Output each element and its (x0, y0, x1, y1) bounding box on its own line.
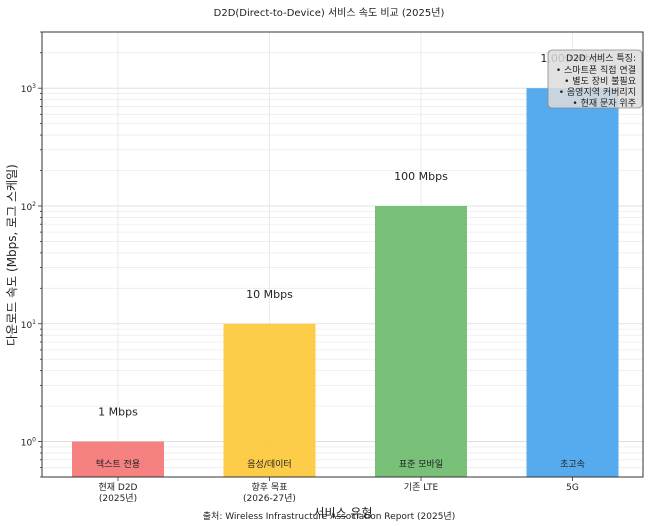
chart-title: D2D(Direct-to-Device) 서비스 속도 비교 (2025년) (214, 7, 445, 19)
axis-ticks: 100 101 102 103 현재 D2D(2025년) 향후 목표(2026-27년)… (21, 31, 579, 504)
bar-label: 텍스트 전용 (96, 459, 140, 470)
x-tick-label: (2025년) (99, 493, 137, 504)
value-label: 100 Mbps (394, 170, 448, 183)
y-tick-label: 100 (21, 437, 36, 449)
bar-label: 표준 모바일 (399, 459, 443, 470)
legend-item: • 음영지역 커버리지 (559, 87, 636, 98)
plot-frame (41, 31, 644, 478)
legend-item: • 별도 장비 불필요 (564, 75, 636, 87)
x-tick-label: (2026-27년) (243, 493, 296, 504)
bar (375, 205, 467, 477)
bar-label: 음성/데이터 (247, 459, 291, 470)
x-tick-label: 5G (566, 483, 579, 493)
x-axis-label: 서비스 유형 (313, 506, 372, 520)
value-label: 10 Mbps (246, 288, 293, 301)
source-note: 출처: Wireless Infrastructure Association … (203, 510, 455, 522)
legend-box: D2D 서비스 특징: • 스마트폰 직접 연결 • 별도 장비 불필요 • 음… (547, 49, 643, 109)
x-tick-label: 기존 LTE (404, 482, 439, 493)
x-tick-label: 현재 D2D (98, 482, 137, 493)
x-tick-label: 향후 목표 (252, 481, 288, 493)
y-axis-label: 다운로드 속도 (Mbps, 로그 스케일) (5, 164, 19, 346)
legend-item: • 스마트폰 직접 연결 (556, 64, 636, 76)
y-tick-label: 101 (21, 319, 36, 331)
bar (72, 441, 164, 477)
bar (223, 323, 316, 477)
value-label: 1 Mbps (98, 406, 138, 419)
bar (526, 88, 619, 477)
legend-item: • 현재 문자 위주 (572, 98, 636, 109)
bars (72, 88, 619, 477)
bar-label: 초고속 (560, 459, 585, 470)
y-tick-label: 103 (21, 83, 36, 95)
legend-title: D2D 서비스 특징: (566, 53, 636, 64)
y-tick-label: 102 (21, 201, 36, 213)
